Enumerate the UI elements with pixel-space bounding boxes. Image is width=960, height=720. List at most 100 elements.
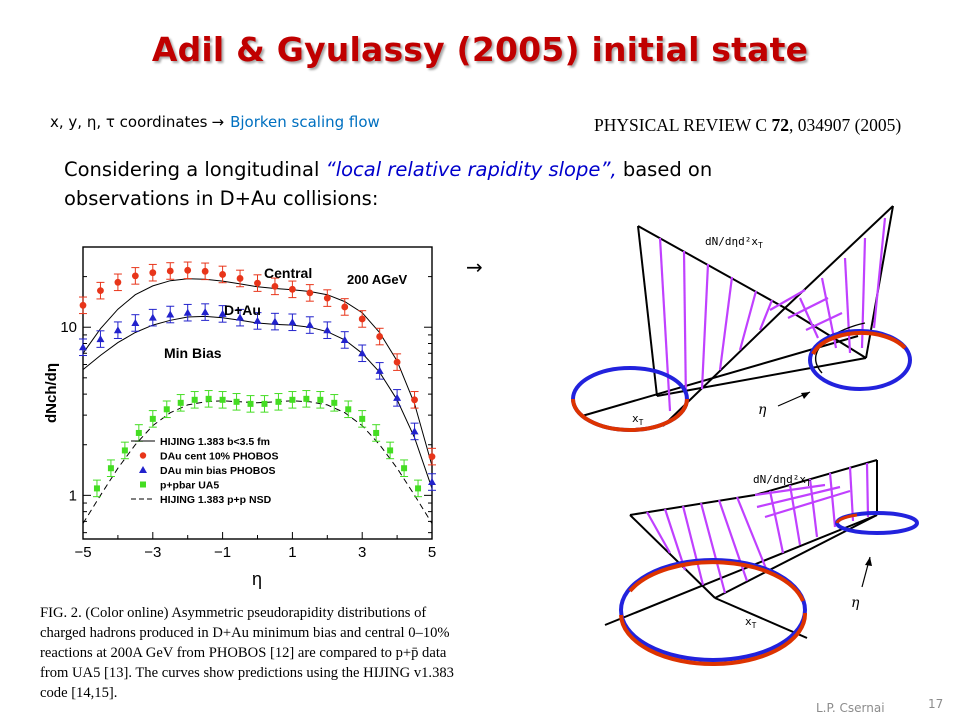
data-point-central (393, 358, 401, 366)
data-point-ppbar (401, 465, 408, 472)
data-point-central (254, 279, 261, 287)
right-arrow-icon: → (466, 255, 483, 279)
figure-caption: FIG. 2. (Color online) Asymmetric pseudo… (40, 605, 454, 701)
hatch-line (808, 478, 819, 538)
data-point-min-bias (288, 318, 297, 326)
data-point-ppbar (303, 395, 310, 402)
x-tick-label: 3 (358, 544, 366, 561)
hatch-line (758, 299, 774, 331)
diagram-bottom-xt-label: xT (745, 615, 757, 630)
data-point-min-bias (428, 478, 436, 486)
hatch-line (843, 257, 852, 354)
data-point-central (79, 301, 87, 309)
data-point-min-bias (148, 313, 157, 321)
data-point-central (411, 396, 418, 404)
data-point-ppbar (289, 396, 296, 403)
data-point-ppbar (135, 429, 142, 436)
data-point-ppbar (387, 447, 394, 454)
diagram-top-dn-label: dN/dηd²xT (705, 235, 763, 250)
hatch-line (681, 505, 705, 586)
data-point-min-bias (253, 316, 262, 324)
right-arrow-icon: → (211, 113, 225, 131)
data-point-central (358, 315, 366, 323)
data-point-central (323, 294, 331, 302)
data-point-central (201, 267, 209, 275)
hatch-line (700, 263, 710, 390)
legend-label: DAu min bias PHOBOS (160, 465, 276, 477)
x-tick-label: −5 (74, 544, 91, 561)
considering-after: based on observations in D+Au collisions… (64, 158, 713, 210)
data-point-ppbar (107, 465, 114, 472)
hatch-line (848, 466, 855, 522)
legend-label: p+pbar UA5 (160, 480, 219, 492)
data-point-central (306, 289, 314, 297)
data-point-min-bias (96, 335, 105, 343)
data-point-ppbar (247, 400, 254, 407)
data-point-min-bias (393, 393, 402, 401)
journal-volume: 72 (771, 115, 789, 135)
data-point-min-bias (410, 427, 419, 435)
data-point-min-bias (79, 343, 87, 351)
data-point-central (114, 278, 122, 286)
considering-paragraph: Considering a longitudinal “local relati… (64, 155, 824, 213)
data-point-ppbar (373, 429, 380, 436)
data-point-min-bias (305, 321, 314, 329)
data-point-min-bias (166, 310, 175, 318)
annotation-min-bias: Min Bias (164, 345, 222, 361)
x-tick-label: −1 (214, 544, 231, 561)
coordinates-line: x, y, η, τ coordinates → Bjorken scaling f… (50, 113, 380, 131)
data-point-min-bias (375, 366, 384, 374)
legend-marker (139, 452, 147, 459)
journal-rest: , 034907 (2005) (788, 115, 902, 135)
annotation-dau: D+Au (224, 302, 261, 318)
hatch-line (798, 297, 820, 339)
data-point-ppbar (275, 398, 282, 405)
diagram-top-eta-label: η (758, 402, 767, 418)
legend-marker (140, 481, 146, 488)
data-point-ppbar (205, 395, 212, 402)
data-point-min-bias (218, 309, 227, 317)
hatch-line (787, 297, 829, 319)
data-point-central (289, 285, 296, 293)
pseudorapidity-chart: −5 −3 −1 1 3 5 1 10 Central 200 AGeV D+Au Min B… (43, 246, 436, 589)
y-axis-label: dNch/dη (43, 363, 60, 423)
journal-reference: PHYSICAL REVIEW C 72, 034907 (2005) (594, 115, 901, 136)
x-tick-label: −3 (144, 544, 161, 561)
data-point-ppbar (233, 398, 240, 405)
data-point-ppbar (93, 485, 100, 492)
annotation-energy: 200 AGeV (347, 272, 408, 287)
y-tick-label: 10 (60, 319, 77, 336)
data-point-min-bias (236, 313, 245, 321)
footer-author: L.P. Csernai (816, 701, 885, 715)
hatch-line (764, 489, 851, 519)
data-point-central (236, 275, 244, 282)
data-point-ppbar (219, 396, 226, 403)
data-point-min-bias (201, 308, 210, 316)
hatch-line (658, 237, 672, 412)
data-point-ppbar (191, 396, 198, 403)
data-point-central (97, 287, 104, 295)
data-point-ppbar (177, 399, 184, 406)
data-point-ppbar (261, 400, 268, 407)
legend-label: HIJING 1.383 b<3.5 fm (160, 436, 270, 448)
bjorken-flow-text: Bjorken scaling flow (230, 113, 380, 131)
data-point-ppbar (121, 447, 128, 454)
data-point-central (341, 303, 349, 311)
slide-title: Adil & Gyulassy (2005) initial state (151, 30, 809, 69)
hatch-line (738, 290, 758, 351)
legend-label: HIJING 1.383 p+p NSD (160, 494, 272, 506)
data-point-min-bias (323, 326, 332, 334)
data-point-min-bias (270, 317, 279, 325)
hatch-line (754, 483, 826, 497)
hatch-line (735, 496, 769, 572)
hatch-line (646, 511, 671, 554)
x-axis-label: η (252, 569, 262, 589)
rapidity-slope-emphasis: “local relative rapidity slope”, (325, 158, 617, 181)
considering-before: Considering a longitudinal (64, 158, 326, 181)
data-point-ppbar (331, 399, 338, 406)
hatch-line (768, 490, 785, 554)
data-point-min-bias (113, 326, 122, 334)
hatch-line (682, 250, 688, 405)
data-point-central (149, 269, 157, 277)
data-point-ppbar (149, 415, 156, 422)
